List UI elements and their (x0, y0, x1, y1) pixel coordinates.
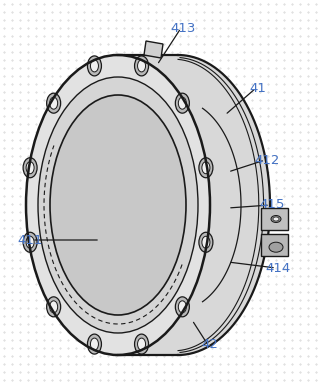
Ellipse shape (50, 301, 58, 313)
Text: 41: 41 (249, 81, 266, 94)
Ellipse shape (269, 242, 283, 252)
Ellipse shape (23, 158, 37, 178)
Ellipse shape (50, 95, 186, 315)
Text: 412: 412 (254, 154, 280, 167)
Ellipse shape (47, 297, 61, 317)
Ellipse shape (26, 162, 34, 174)
Ellipse shape (87, 56, 101, 76)
Ellipse shape (91, 338, 99, 350)
Ellipse shape (175, 297, 189, 317)
Ellipse shape (50, 97, 58, 109)
Ellipse shape (87, 334, 101, 354)
Polygon shape (118, 55, 270, 355)
Ellipse shape (178, 97, 186, 109)
Ellipse shape (135, 334, 149, 354)
Ellipse shape (175, 93, 189, 113)
Ellipse shape (23, 232, 37, 252)
Polygon shape (144, 41, 163, 58)
Ellipse shape (202, 162, 210, 174)
Ellipse shape (50, 95, 186, 315)
Text: 414: 414 (265, 262, 291, 275)
Ellipse shape (38, 77, 198, 333)
Ellipse shape (26, 55, 210, 355)
Ellipse shape (137, 60, 145, 72)
Text: 415: 415 (259, 199, 285, 212)
Polygon shape (261, 234, 288, 256)
Ellipse shape (199, 158, 213, 178)
Ellipse shape (199, 232, 213, 252)
Ellipse shape (91, 60, 99, 72)
Text: 42: 42 (202, 339, 219, 351)
Ellipse shape (135, 56, 149, 76)
Ellipse shape (271, 215, 281, 222)
Ellipse shape (178, 301, 186, 313)
Text: 411: 411 (17, 233, 43, 247)
Ellipse shape (47, 93, 61, 113)
Ellipse shape (273, 217, 279, 221)
Ellipse shape (26, 236, 34, 248)
Text: 413: 413 (170, 22, 196, 35)
Ellipse shape (137, 338, 145, 350)
Ellipse shape (202, 236, 210, 248)
Polygon shape (261, 208, 288, 230)
